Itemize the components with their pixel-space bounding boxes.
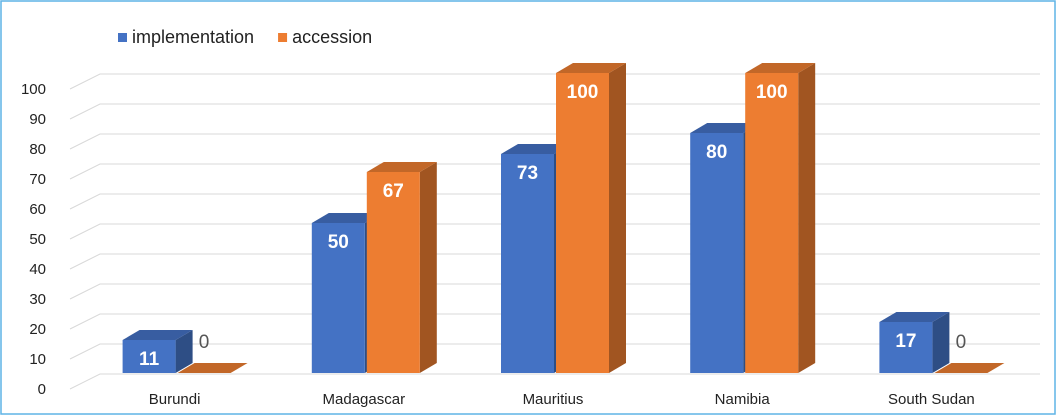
bar: [177, 363, 248, 373]
bar-face: [556, 63, 626, 73]
value-label: 50: [328, 232, 349, 253]
y-tick-label: 50: [29, 231, 46, 248]
bar-face: [932, 312, 950, 373]
x-tick-label: South Sudan: [888, 391, 975, 408]
value-label: 100: [756, 82, 788, 103]
bar-face: [879, 322, 933, 373]
bar-face: [311, 213, 382, 223]
bar: [122, 330, 193, 373]
value-label: 11: [139, 349, 160, 370]
legend-swatch: [118, 33, 127, 42]
bar-face: [609, 63, 626, 373]
bar-face: [122, 330, 193, 340]
bar-face: [122, 340, 176, 373]
x-tick-label: Madagascar: [323, 391, 406, 408]
bar-face: [366, 172, 420, 373]
grid-line: [69, 373, 1040, 390]
y-tick-label: 90: [29, 111, 46, 128]
bar-face: [690, 133, 744, 373]
y-tick-label: 10: [29, 351, 46, 368]
x-tick-label: Namibia: [715, 391, 771, 408]
bar: [745, 63, 816, 373]
value-label: 0: [956, 332, 967, 353]
x-tick-label: Mauritius: [523, 391, 584, 408]
y-tick-label: 0: [38, 381, 46, 398]
y-tick-label: 60: [29, 201, 46, 218]
y-tick-label: 80: [29, 141, 46, 158]
legend-swatch: [278, 33, 288, 42]
legend-label: accession: [292, 27, 372, 47]
bar-face: [501, 144, 571, 154]
value-label: 80: [706, 142, 727, 163]
y-tick-label: 100: [21, 81, 46, 98]
grid-line: [69, 103, 1040, 120]
bar-face: [419, 162, 437, 373]
bar: [366, 162, 437, 373]
bar-face: [556, 73, 609, 373]
legend-label: implementation: [132, 27, 254, 47]
value-label: 100: [567, 82, 599, 103]
y-tick-label: 40: [29, 261, 46, 278]
bar-face: [745, 73, 799, 373]
value-label: 67: [383, 181, 404, 202]
x-tick-label: Burundi: [149, 391, 201, 408]
y-tick-label: 20: [29, 321, 46, 338]
y-tick-label: 30: [29, 291, 46, 308]
bar-face: [879, 312, 950, 322]
bar-face: [501, 154, 554, 373]
bar: [879, 312, 950, 373]
bar: [934, 363, 1005, 373]
grid-line: [69, 73, 1040, 90]
bar-face: [366, 162, 437, 172]
value-label: 0: [199, 332, 210, 353]
bar-face: [690, 123, 761, 133]
bar-face: [798, 63, 816, 373]
bar-face: [745, 63, 816, 73]
bar: [556, 63, 626, 373]
bar-face: [177, 363, 248, 373]
y-tick-label: 70: [29, 171, 46, 188]
bar-face: [175, 330, 193, 373]
value-label: 73: [517, 163, 538, 184]
bar-face: [311, 223, 365, 373]
value-label: 17: [895, 331, 916, 352]
bar-face: [934, 363, 1005, 373]
